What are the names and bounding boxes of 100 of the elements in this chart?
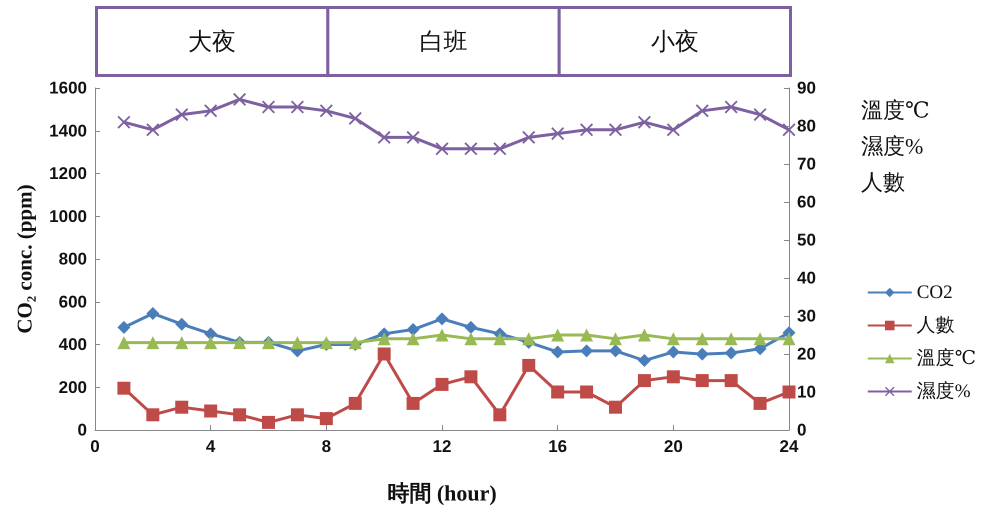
point <box>724 374 738 388</box>
point <box>724 332 738 346</box>
point <box>609 400 622 414</box>
point <box>320 412 333 426</box>
point <box>464 142 478 156</box>
y-tick-label: 1200 <box>49 164 87 183</box>
point <box>754 396 767 410</box>
y-tick-label: 600 <box>58 292 87 312</box>
point <box>580 344 594 358</box>
point <box>638 116 651 129</box>
point <box>493 408 506 422</box>
x-tick-label: 4 <box>206 437 216 456</box>
point <box>782 386 796 398</box>
y2-tick-label: 40 <box>797 268 816 288</box>
point <box>406 323 420 336</box>
x-tick-label: 24 <box>780 437 799 456</box>
point <box>696 332 709 346</box>
point <box>204 404 218 418</box>
point <box>117 320 130 334</box>
point <box>724 100 738 114</box>
point <box>378 348 391 360</box>
point <box>551 345 564 358</box>
y2-axis-title: 溫度℃ 濕度% 人數 <box>861 98 930 194</box>
y-tick-label: 0 <box>78 420 87 440</box>
point <box>782 123 796 136</box>
point <box>609 332 622 346</box>
point <box>522 358 536 372</box>
text: 白班 <box>420 28 468 56</box>
point <box>378 332 391 346</box>
legend-label: 人數 <box>916 315 955 336</box>
point <box>117 116 130 129</box>
point <box>754 108 767 122</box>
y-tick-label: 1400 <box>49 121 87 140</box>
y2-tick-label: 50 <box>797 230 816 250</box>
point <box>406 396 420 410</box>
point <box>406 130 420 144</box>
point <box>782 332 796 346</box>
point <box>493 142 506 156</box>
y2-tick-label: 10 <box>797 382 816 402</box>
y-axis-title: CO₂ conc. (ppm) <box>12 184 36 334</box>
point <box>666 123 680 136</box>
point <box>262 416 275 429</box>
y2-tick-label: 30 <box>797 306 816 326</box>
point <box>204 104 218 118</box>
point <box>638 354 651 368</box>
point <box>696 104 709 118</box>
y-tick-label: 1600 <box>49 78 87 98</box>
point <box>551 386 564 398</box>
x-axis-title: 時間 (hour) <box>387 480 497 506</box>
point <box>175 318 188 331</box>
point <box>204 327 218 340</box>
point <box>348 396 362 410</box>
y-tick-label: 200 <box>58 378 87 397</box>
point <box>551 328 564 342</box>
y-tick-label: 1000 <box>49 206 87 226</box>
point <box>522 130 536 144</box>
point <box>724 346 738 360</box>
point <box>666 332 680 346</box>
legend-label: CO2 <box>916 282 953 303</box>
y2-tick-label: 0 <box>797 420 806 440</box>
x-tick-label: 12 <box>432 437 452 456</box>
x-tick-label: 8 <box>322 437 332 456</box>
point <box>290 408 304 422</box>
point <box>666 345 680 358</box>
point <box>464 370 478 384</box>
point <box>464 320 478 334</box>
point <box>233 408 246 422</box>
point <box>290 100 304 114</box>
point <box>146 123 160 136</box>
point <box>754 332 767 346</box>
point <box>175 400 188 414</box>
point <box>233 92 246 106</box>
point <box>348 112 362 125</box>
point <box>464 332 478 346</box>
y2-tick-label: 20 <box>797 344 816 364</box>
text: 小夜 <box>650 28 699 56</box>
point <box>522 332 536 346</box>
legend-label: 濕度% <box>916 380 971 402</box>
point <box>378 130 391 144</box>
point <box>175 108 188 122</box>
point <box>117 382 130 395</box>
y2-tick-label: 80 <box>797 116 816 136</box>
point <box>666 370 680 384</box>
point <box>320 104 333 118</box>
point <box>638 328 651 342</box>
x-tick-label: 0 <box>90 437 100 456</box>
point <box>436 312 448 326</box>
point <box>696 348 709 361</box>
point <box>551 127 564 140</box>
point <box>493 332 506 346</box>
point <box>146 408 160 422</box>
point <box>204 336 218 350</box>
y2-tick-label: 90 <box>797 78 816 98</box>
point <box>609 123 622 136</box>
point <box>580 123 594 136</box>
point <box>262 100 275 114</box>
y2-tick-label: 60 <box>797 192 816 212</box>
x-tick-label: 20 <box>664 437 683 456</box>
point <box>175 336 188 350</box>
x-tick-label: 16 <box>548 437 568 456</box>
